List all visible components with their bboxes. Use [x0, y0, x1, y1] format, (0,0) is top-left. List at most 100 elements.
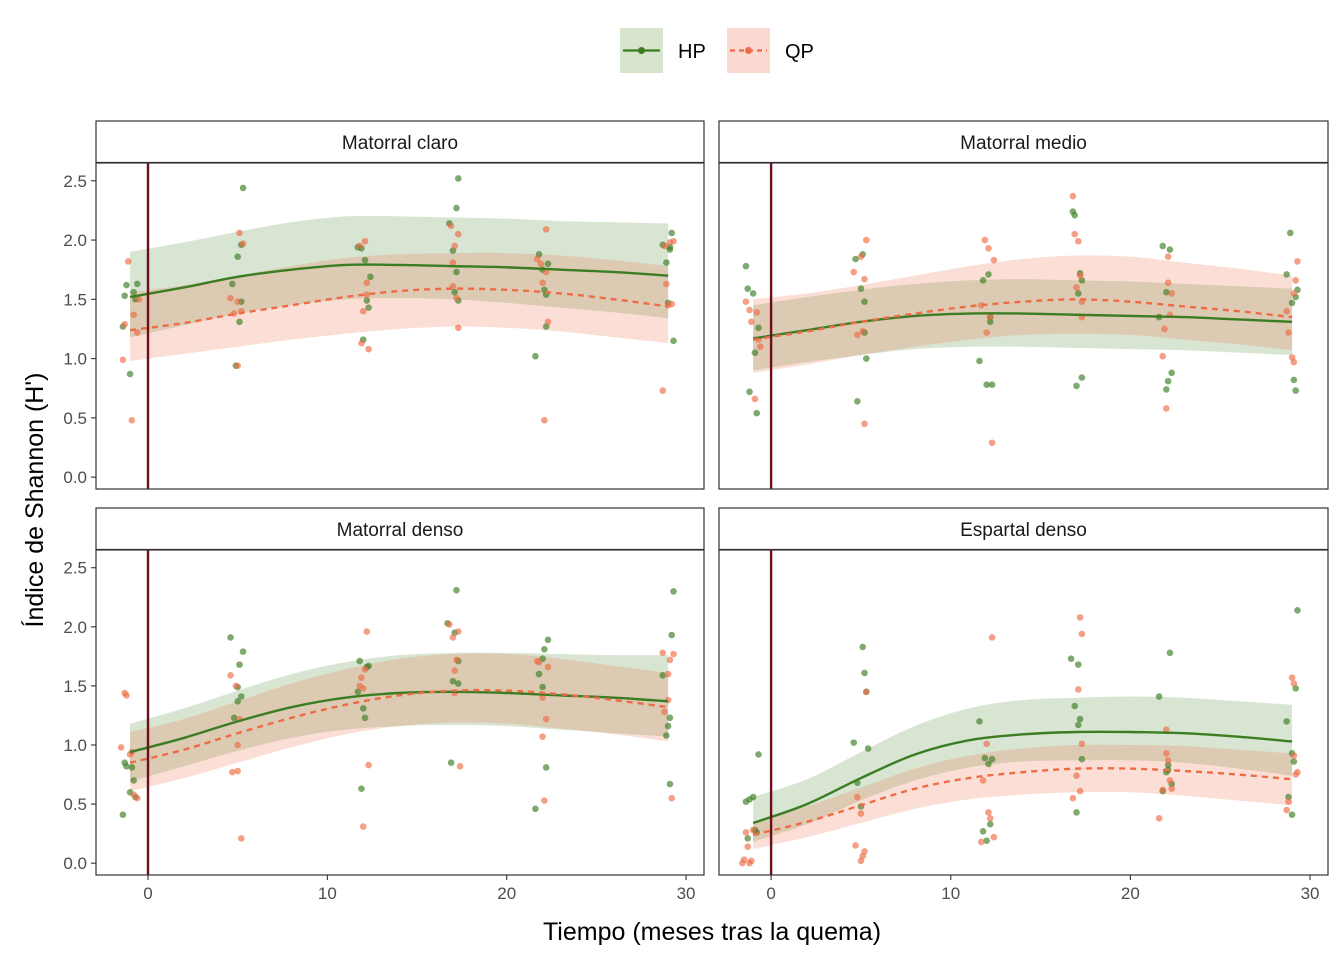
data-point-qp	[1071, 230, 1078, 238]
data-point-qp	[533, 255, 541, 263]
data-point-hp	[123, 762, 130, 770]
facet-title: Espartal denso	[960, 520, 1087, 541]
data-point-qp	[983, 329, 990, 336]
data-point-qp	[664, 670, 672, 678]
x-tick-label: 0	[766, 884, 775, 903]
legend-item-hp: HP	[620, 28, 706, 73]
data-point-qp	[1159, 352, 1167, 360]
data-point-hp	[133, 280, 141, 288]
data-point-qp	[544, 318, 552, 326]
data-point-qp	[456, 762, 464, 770]
data-point-qp	[659, 387, 667, 394]
panel-border	[718, 549, 1329, 876]
plot-area	[742, 163, 1301, 489]
data-point-hp	[1071, 702, 1078, 710]
data-point-qp	[1290, 680, 1298, 687]
data-point-hp	[1286, 229, 1294, 237]
data-point-hp	[541, 645, 548, 653]
facet-strip	[718, 120, 1329, 164]
y-tick-label: 1.5	[63, 290, 87, 309]
panel-matorral-medio: Matorral medio	[718, 120, 1329, 490]
y-axis-title: Índice de Shannon (H')	[20, 373, 49, 628]
data-point-qp	[861, 848, 868, 855]
x-tick-label: 20	[1121, 884, 1140, 903]
data-point-qp	[863, 688, 870, 696]
data-point-qp	[535, 658, 543, 666]
plot-area	[739, 550, 1301, 875]
data-point-qp	[449, 259, 457, 266]
data-point-qp	[539, 279, 546, 287]
panel-border	[95, 549, 705, 876]
data-point-hp	[666, 714, 674, 722]
data-point-qp	[746, 306, 753, 314]
data-point-hp	[234, 697, 241, 705]
data-point-qp	[854, 331, 861, 339]
data-point-hp	[356, 657, 363, 665]
data-point-qp	[663, 280, 670, 288]
data-point-hp	[1074, 290, 1082, 297]
data-point-qp	[542, 268, 550, 276]
data-point-qp	[1285, 798, 1292, 806]
data-point-hp	[121, 292, 128, 300]
data-point-hp	[979, 277, 987, 284]
data-point-qp	[363, 291, 371, 298]
data-point-qp	[1073, 772, 1080, 780]
data-point-hp	[979, 827, 987, 835]
fit-line-qp	[129, 287, 669, 332]
data-point-hp	[755, 751, 762, 758]
data-point-qp	[751, 395, 759, 403]
data-point-hp	[976, 718, 983, 725]
ci-ribbon-hp	[130, 215, 669, 338]
data-point-hp	[1166, 246, 1174, 253]
data-point-hp	[1164, 761, 1172, 769]
plot-area	[117, 550, 677, 875]
data-point-qp	[1164, 253, 1172, 260]
data-point-qp	[1161, 325, 1168, 333]
data-point-hp	[976, 357, 983, 365]
data-point-qp	[661, 242, 668, 250]
data-point-qp	[542, 226, 550, 233]
data-point-hp	[666, 780, 674, 788]
data-point-qp	[757, 343, 764, 351]
data-point-hp	[664, 722, 672, 730]
data-point-qp	[537, 260, 545, 268]
data-point-hp	[861, 298, 868, 305]
data-point-hp	[1074, 661, 1082, 668]
data-point-qp	[670, 237, 677, 245]
data-point-qp	[544, 663, 552, 671]
data-point-qp	[990, 256, 998, 264]
data-point-qp	[1078, 630, 1086, 638]
legend-label: HP	[678, 41, 706, 63]
x-axis-title: Tiempo (meses tras la quema)	[543, 918, 881, 946]
data-point-qp	[133, 329, 141, 336]
x-tick-label: 0	[143, 884, 152, 903]
fit-line-hp	[129, 263, 669, 299]
data-point-qp	[121, 320, 128, 328]
data-point-qp	[1168, 785, 1176, 793]
data-point-qp	[356, 242, 363, 250]
data-point-hp	[744, 835, 752, 842]
data-point-hp	[988, 381, 996, 388]
data-point-qp	[666, 656, 674, 664]
data-point-hp	[988, 755, 996, 763]
data-point-qp	[1076, 787, 1084, 795]
data-point-qp	[130, 311, 137, 319]
data-point-hp	[864, 745, 872, 752]
data-point-hp	[663, 259, 670, 266]
data-point-qp	[1288, 674, 1296, 681]
data-point-qp	[239, 240, 247, 247]
data-point-qp	[361, 237, 369, 245]
data-point-qp	[1294, 258, 1301, 265]
data-point-qp	[659, 649, 667, 657]
facet-strip	[95, 120, 705, 164]
data-point-hp	[1163, 386, 1170, 393]
x-tick-label: 10	[318, 884, 337, 903]
x-tick-label: 30	[677, 884, 696, 903]
data-point-hp	[354, 688, 362, 696]
data-point-qp	[979, 777, 987, 784]
x-tick-label: 20	[497, 884, 516, 903]
data-point-hp	[1073, 382, 1080, 390]
data-point-qp	[1168, 290, 1176, 297]
data-point-qp	[359, 823, 367, 830]
fit-line-hp	[752, 730, 1293, 825]
